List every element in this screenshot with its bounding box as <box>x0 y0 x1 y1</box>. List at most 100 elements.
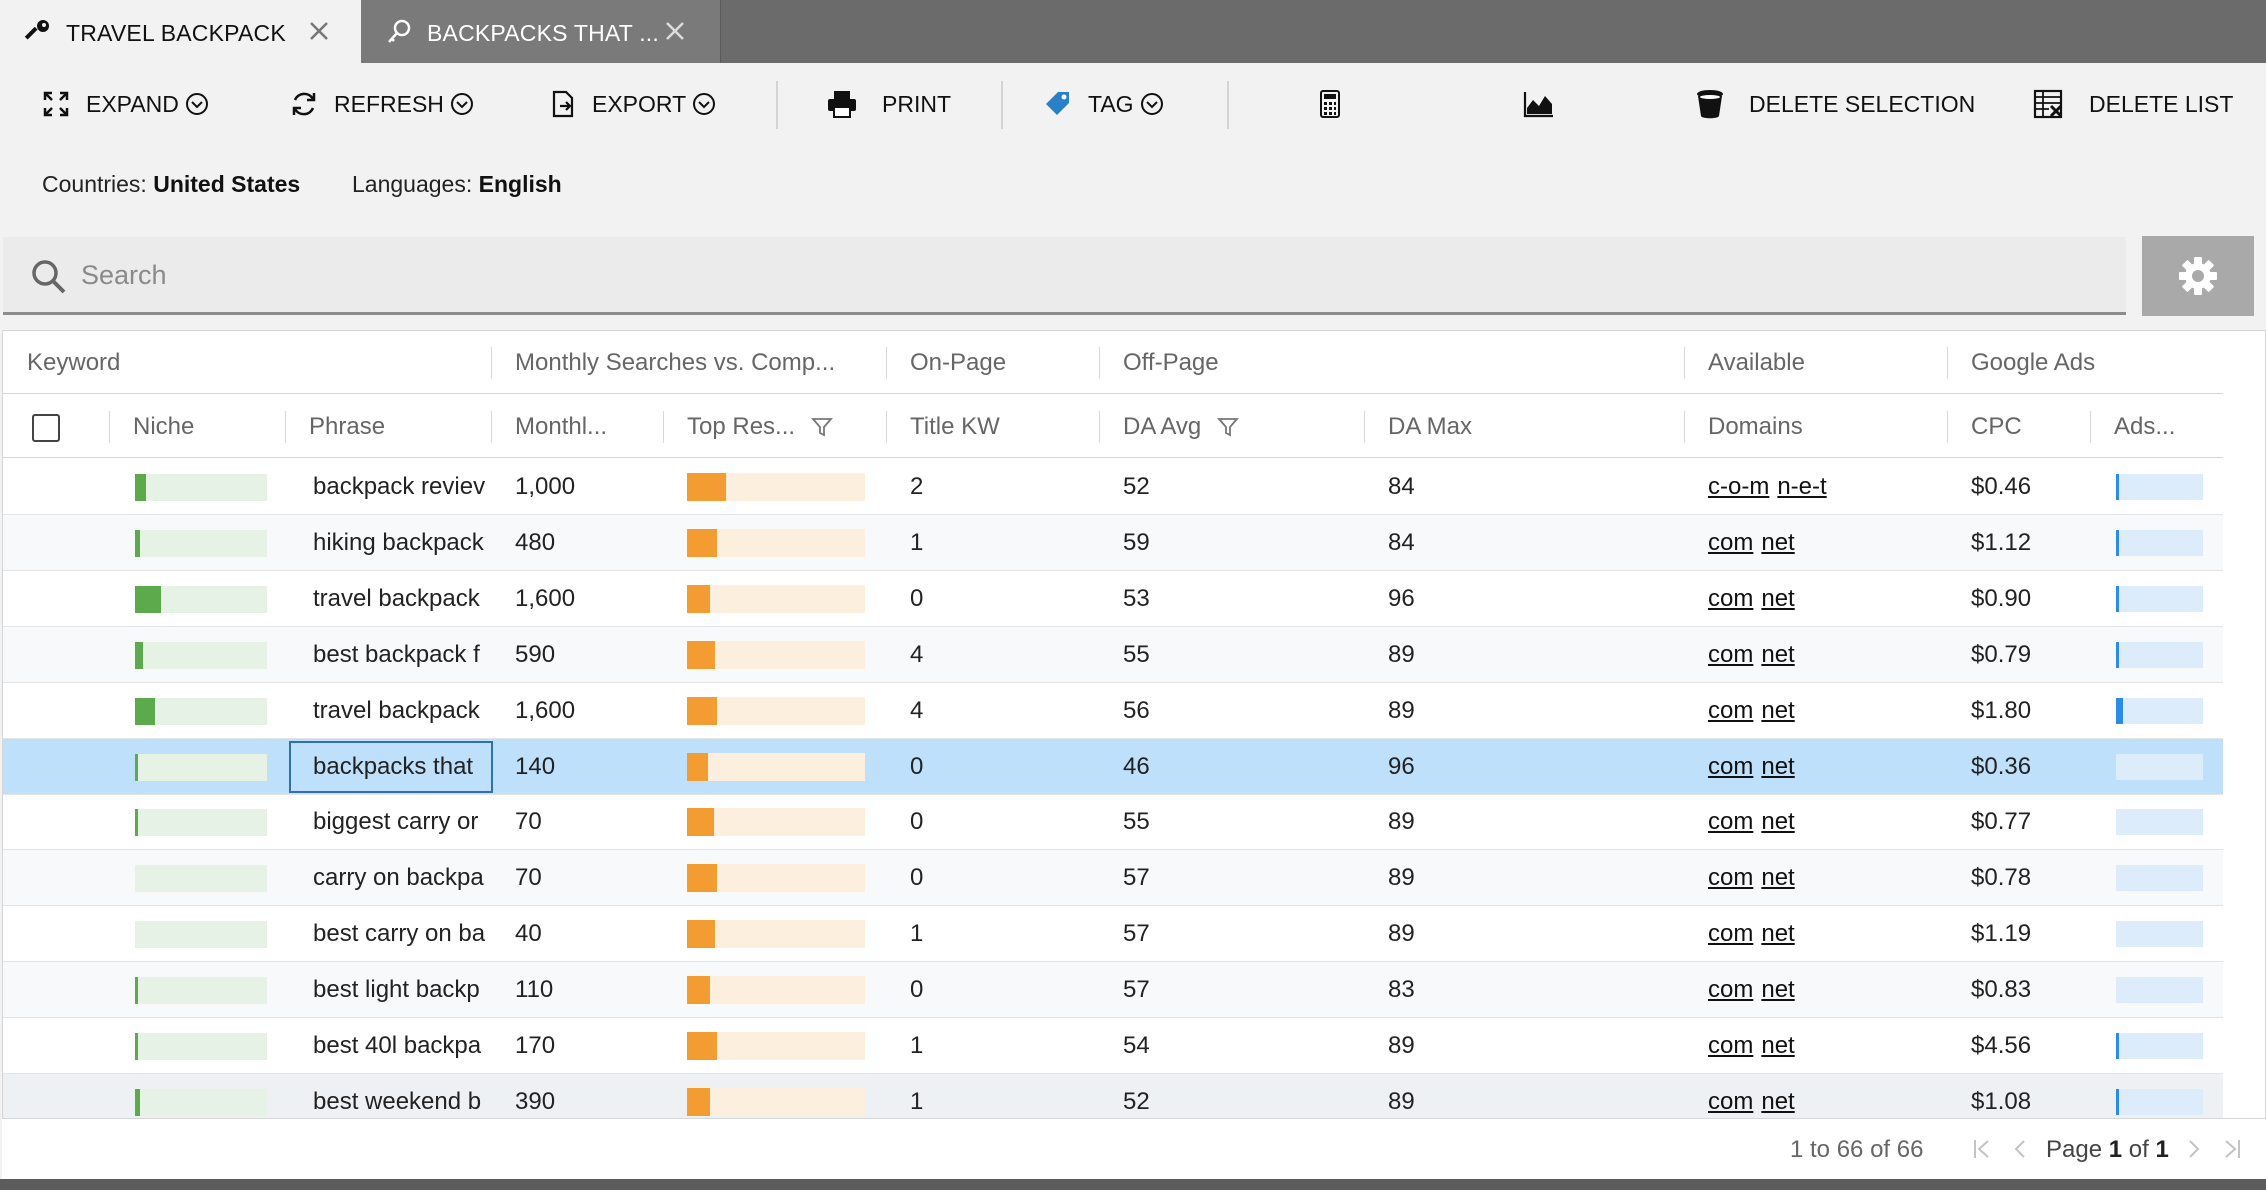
da-max-cell: 84 <box>1388 473 1415 500</box>
domain-link[interactable]: net <box>1761 808 1795 836</box>
toolbar-divider <box>1227 81 1229 129</box>
print-button[interactable]: PRINT <box>826 63 951 145</box>
export-label: EXPORT <box>592 90 687 117</box>
export-button[interactable]: EXPORT <box>550 63 716 145</box>
chevron-down-icon <box>693 93 716 115</box>
domain-link[interactable]: net <box>1761 1032 1795 1059</box>
top-results-bar <box>687 1032 865 1060</box>
col-phrase[interactable]: Phrase <box>309 412 386 440</box>
close-icon[interactable] <box>304 16 334 46</box>
col-cpc[interactable]: CPC <box>1971 412 2022 440</box>
ads-bar-fill <box>2116 1088 2119 1115</box>
table-row[interactable]: carry on backpa 70 0 57 89 com net $0.78 <box>3 850 2223 907</box>
title-kw-cell: 1 <box>910 920 924 948</box>
domain-link[interactable]: net <box>1761 696 1795 724</box>
domains-cell: com net <box>1708 683 1938 739</box>
countries-filter[interactable]: Countries: United States <box>42 171 300 198</box>
ads-bar <box>2116 529 2203 556</box>
tab-travel-backpack[interactable]: TRAVEL BACKPACK <box>0 0 361 63</box>
refresh-button[interactable]: REFRESH <box>290 63 474 145</box>
domain-link[interactable]: com <box>1708 640 1754 668</box>
tab-label: TRAVEL BACKPACK <box>66 20 286 46</box>
next-page-icon[interactable] <box>2186 1138 2202 1160</box>
col-top-results[interactable]: Top Res... <box>663 395 886 458</box>
col-title-kw[interactable]: Title KW <box>910 412 1000 440</box>
domains-cell: com net <box>1708 962 1938 1018</box>
tag-button[interactable]: TAG <box>1044 63 1164 145</box>
domain-link[interactable]: net <box>1761 584 1795 612</box>
col-da-max[interactable]: DA Max <box>1388 412 1473 440</box>
monthly-searches-cell: 480 <box>515 528 556 556</box>
domain-link[interactable]: net <box>1761 976 1795 1004</box>
domain-link[interactable]: net <box>1761 528 1795 556</box>
domain-link[interactable]: com <box>1708 528 1754 556</box>
domain-link[interactable]: com <box>1708 1087 1754 1115</box>
da-max-cell: 89 <box>1388 808 1415 836</box>
domain-link[interactable]: com <box>1708 976 1754 1004</box>
calculator-button[interactable] <box>1319 63 1341 145</box>
top-results-bar-fill <box>687 752 708 781</box>
close-icon[interactable] <box>660 16 690 46</box>
top-results-bar <box>687 976 865 1005</box>
domain-link[interactable]: com <box>1708 584 1754 612</box>
row-count: 1 to 66 of 66 <box>1790 1136 1924 1163</box>
niche-bar-fill <box>135 474 146 501</box>
settings-button[interactable] <box>2142 236 2254 316</box>
table-row[interactable]: backpacks that 140 0 46 96 com net $0.36 <box>3 738 2223 795</box>
da-max-cell: 83 <box>1388 976 1415 1004</box>
domain-link[interactable]: com <box>1708 808 1754 836</box>
domain-link[interactable]: c-o-m <box>1708 473 1770 500</box>
title-kw-cell: 1 <box>910 1087 924 1115</box>
last-page-icon[interactable] <box>2222 1138 2242 1160</box>
phrase-cell: best carry on ba <box>313 920 486 948</box>
previous-page-icon[interactable] <box>2012 1138 2028 1160</box>
title-kw-cell: 0 <box>910 864 924 892</box>
first-page-icon[interactable] <box>1972 1138 1992 1160</box>
table-row[interactable]: biggest carry or 70 0 55 89 com net $0.77 <box>3 794 2223 851</box>
bottom-border <box>0 1179 2266 1190</box>
pagination-footer: 1 to 66 of 66 Page 1 of 1 <box>2 1119 2266 1179</box>
col-da-avg[interactable]: DA Avg <box>1099 395 1364 458</box>
domain-link[interactable]: net <box>1761 1087 1795 1115</box>
col-ads[interactable]: Ads... <box>2114 412 2176 440</box>
domain-link[interactable]: net <box>1761 752 1795 780</box>
filter-icon[interactable] <box>811 416 834 438</box>
delete-selection-button[interactable]: DELETE SELECTION <box>1695 63 1975 145</box>
title-kw-cell: 4 <box>910 640 924 668</box>
tab-backpacks-that[interactable]: BACKPACKS THAT ... <box>361 0 721 63</box>
table-row[interactable]: travel backpack 1,600 0 53 96 com net $0.90 <box>3 571 2223 627</box>
col-niche[interactable]: Niche <box>133 412 195 440</box>
chart-button[interactable] <box>1523 63 1555 145</box>
table-row[interactable]: best 40l backpa 170 1 54 89 com net $4.56 <box>3 1018 2223 1074</box>
domain-link[interactable]: net <box>1761 920 1795 948</box>
domain-link[interactable]: com <box>1708 864 1754 892</box>
top-results-bar-fill <box>687 1032 717 1060</box>
domain-link[interactable]: com <box>1708 752 1754 780</box>
table-row[interactable]: best carry on ba 40 1 57 89 com net $1.19 <box>3 906 2223 963</box>
domain-link[interactable]: net <box>1761 864 1795 892</box>
table-row[interactable]: best light backp 110 0 57 83 com net $0.83 <box>3 962 2223 1019</box>
delete-list-button[interactable]: DELETE LIST <box>2033 63 2233 145</box>
table-row[interactable]: best weekend b 390 1 52 89 com net $1.08 <box>3 1073 2223 1118</box>
languages-filter[interactable]: Languages: English <box>352 171 562 198</box>
expand-button[interactable]: EXPAND <box>42 63 209 145</box>
domain-link[interactable]: n-e-t <box>1777 473 1827 500</box>
top-results-bar-fill <box>687 473 726 501</box>
table-row[interactable]: hiking backpack 480 1 59 84 com net $1.12 <box>3 514 2223 571</box>
table-row[interactable]: travel backpack 1,600 4 56 89 com net $1.80 <box>3 683 2223 739</box>
col-monthly[interactable]: Monthl... <box>515 412 608 440</box>
da-max-cell: 84 <box>1388 528 1415 556</box>
select-all-checkbox[interactable] <box>32 414 60 442</box>
domain-link[interactable]: net <box>1761 640 1795 668</box>
domain-link[interactable]: com <box>1708 920 1754 948</box>
table-row[interactable]: best backpack f 590 4 55 89 com net $0.79 <box>3 626 2223 683</box>
domain-link[interactable]: com <box>1708 696 1754 724</box>
ads-bar-fill <box>2116 529 2119 556</box>
table-row[interactable]: backpack reviev 1,000 2 52 84 c-o-m n-e-t $0.46 <box>3 459 2223 515</box>
col-domains[interactable]: Domains <box>1708 412 1803 440</box>
niche-bar <box>135 474 267 501</box>
filter-icon[interactable] <box>1217 416 1240 438</box>
monthly-searches-cell: 110 <box>515 976 554 1004</box>
search-input[interactable] <box>81 255 2031 295</box>
domain-link[interactable]: com <box>1708 1032 1754 1059</box>
